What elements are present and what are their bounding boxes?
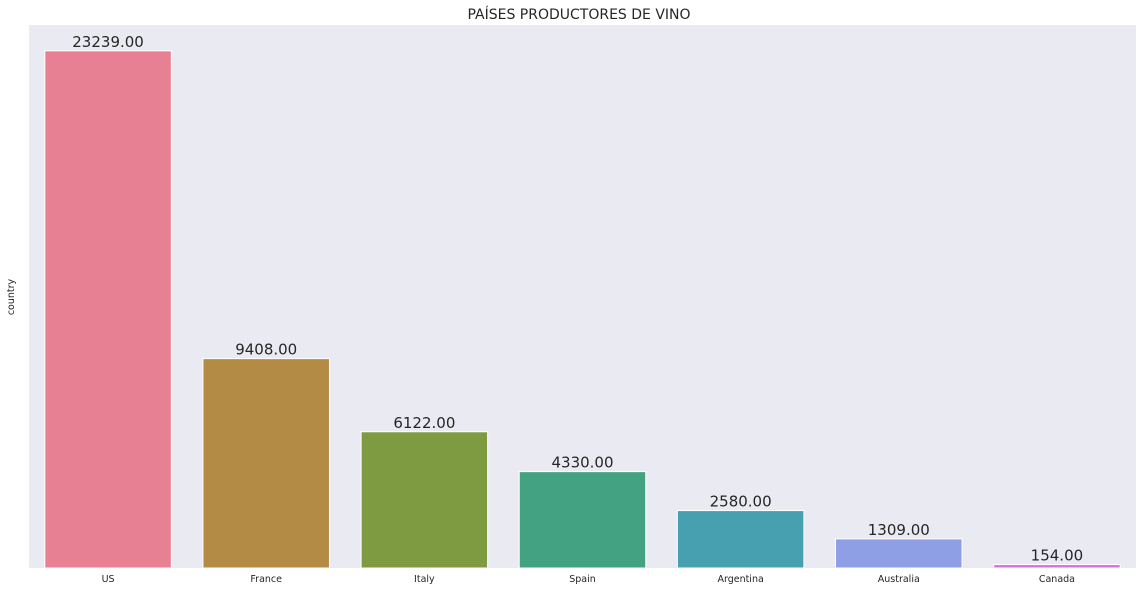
data-label-italy: 6122.00 (393, 414, 455, 432)
data-labels-group: 23239.00 9408.00 6122.00 4330.00 2580.00 1309… (72, 33, 1083, 565)
bar-france (202, 358, 330, 569)
data-label-australia: 1309.00 (868, 521, 930, 539)
chart-title: PAÍSES PRODUCTORES DE VINO (467, 6, 690, 23)
x-tick-label-france: France (250, 574, 282, 585)
data-label-canada: 154.00 (1031, 547, 1084, 565)
bar-australia (835, 538, 963, 569)
x-tick-label-spain: Spain (569, 574, 596, 585)
data-label-france: 9408.00 (235, 341, 297, 359)
bars-group (44, 50, 1121, 569)
x-tick-label-us: US (102, 574, 115, 585)
y-axis-label: country (6, 278, 17, 315)
x-tick-label-italy: Italy (414, 574, 435, 585)
bar-italy (360, 431, 489, 569)
x-tick-label-canada: Canada (1039, 574, 1075, 585)
x-tick-labels-group: US France Italy Spain Argentina Australia Cana… (102, 574, 1075, 585)
bar-us (44, 50, 172, 569)
data-label-argentina: 2580.00 (710, 493, 772, 511)
data-label-spain: 4330.00 (551, 454, 613, 472)
bar-argentina (676, 510, 805, 569)
x-tick-label-argentina: Argentina (717, 574, 763, 585)
x-tick-label-australia: Australia (878, 574, 920, 585)
data-label-us: 23239.00 (72, 33, 144, 51)
bar-canada (993, 564, 1121, 569)
bar-spain (518, 471, 647, 569)
